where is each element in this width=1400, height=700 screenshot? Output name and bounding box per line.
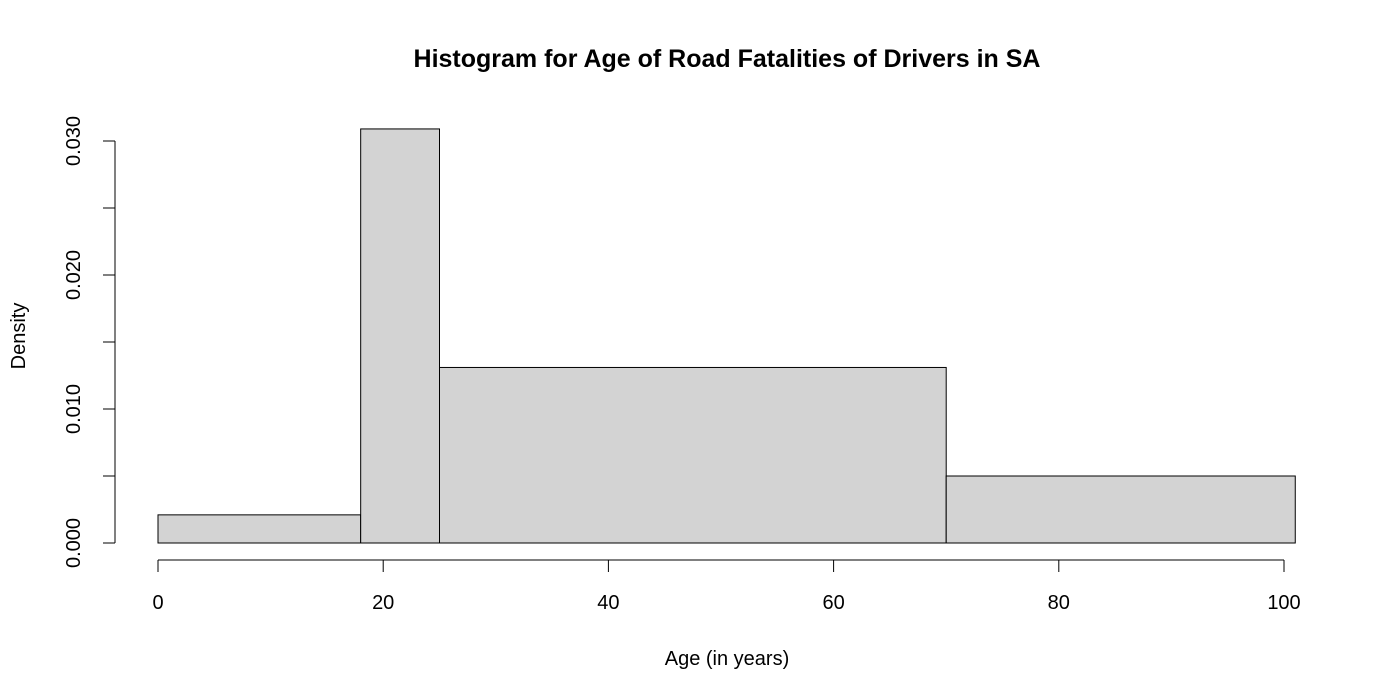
x-tick-label: 40 (597, 592, 619, 614)
x-tick-label: 80 (1048, 592, 1070, 614)
x-tick-label: 60 (822, 592, 844, 614)
x-tick-label: 0 (152, 592, 163, 614)
y-tick-label: 0.030 (63, 116, 85, 166)
y-tick-label: 0.010 (63, 384, 85, 434)
histogram-bar-3 (439, 366, 947, 544)
y-axis-label: Density (8, 303, 30, 370)
chart-title: Histogram for Age of Road Fatalities of … (414, 45, 1041, 73)
x-axis: 0 20 40 60 80 100 (152, 559, 1301, 614)
y-axis: 0.000 0.010 0.020 0.030 (63, 116, 116, 568)
bars-group (157, 128, 1296, 544)
y-tick-label: 0.020 (63, 250, 85, 300)
histogram-bar-2 (360, 128, 440, 544)
y-tick-label: 0.000 (63, 518, 85, 568)
x-tick-label: 100 (1267, 592, 1300, 614)
x-axis-label: Age (in years) (665, 648, 790, 670)
histogram-bar-4 (945, 475, 1296, 544)
histogram-bar-1 (157, 514, 362, 544)
x-tick-label: 20 (372, 592, 394, 614)
